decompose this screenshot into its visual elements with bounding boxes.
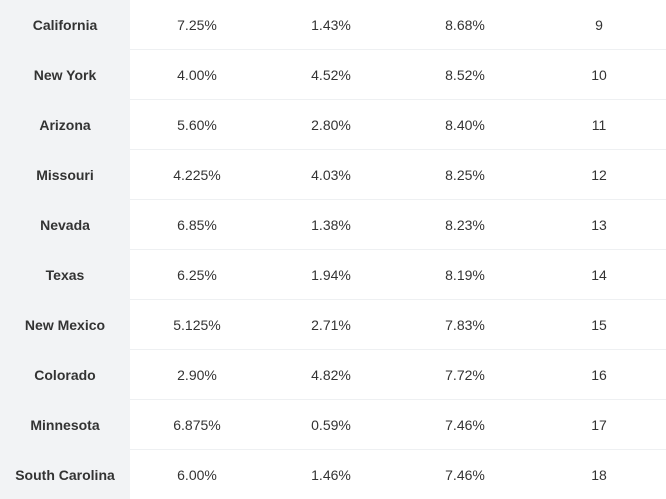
- table-row: New Mexico 5.125% 2.71% 7.83% 15: [0, 300, 666, 350]
- combined-rate-cell: 8.52%: [398, 50, 532, 100]
- state-rate-cell: 6.85%: [130, 200, 264, 250]
- rank-cell: 14: [532, 250, 666, 300]
- combined-rate-cell: 8.23%: [398, 200, 532, 250]
- rank-cell: 9: [532, 0, 666, 50]
- combined-rate-cell: 7.46%: [398, 400, 532, 450]
- state-rate-cell: 6.00%: [130, 450, 264, 499]
- combined-rate-cell: 8.19%: [398, 250, 532, 300]
- state-name-cell: South Carolina: [0, 450, 130, 499]
- rank-cell: 13: [532, 200, 666, 250]
- state-name-cell: California: [0, 0, 130, 50]
- avg-local-rate-cell: 1.43%: [264, 0, 398, 50]
- rank-cell: 18: [532, 450, 666, 499]
- avg-local-rate-cell: 1.46%: [264, 450, 398, 499]
- table-row: Nevada 6.85% 1.38% 8.23% 13: [0, 200, 666, 250]
- avg-local-rate-cell: 4.52%: [264, 50, 398, 100]
- table-row: Colorado 2.90% 4.82% 7.72% 16: [0, 350, 666, 400]
- avg-local-rate-cell: 1.38%: [264, 200, 398, 250]
- combined-rate-cell: 8.25%: [398, 150, 532, 200]
- state-rate-cell: 4.00%: [130, 50, 264, 100]
- state-name-cell: New Mexico: [0, 300, 130, 350]
- table-row: New York 4.00% 4.52% 8.52% 10: [0, 50, 666, 100]
- state-rate-cell: 6.875%: [130, 400, 264, 450]
- combined-rate-cell: 8.40%: [398, 100, 532, 150]
- table-row: Arizona 5.60% 2.80% 8.40% 11: [0, 100, 666, 150]
- rank-cell: 12: [532, 150, 666, 200]
- combined-rate-cell: 7.83%: [398, 300, 532, 350]
- table-row: Minnesota 6.875% 0.59% 7.46% 17: [0, 400, 666, 450]
- combined-rate-cell: 7.72%: [398, 350, 532, 400]
- rank-cell: 11: [532, 100, 666, 150]
- avg-local-rate-cell: 2.71%: [264, 300, 398, 350]
- state-rate-cell: 2.90%: [130, 350, 264, 400]
- rank-cell: 16: [532, 350, 666, 400]
- state-name-cell: New York: [0, 50, 130, 100]
- combined-rate-cell: 7.46%: [398, 450, 532, 499]
- state-rate-cell: 5.125%: [130, 300, 264, 350]
- state-rate-cell: 6.25%: [130, 250, 264, 300]
- table-row: South Carolina 6.00% 1.46% 7.46% 18: [0, 450, 666, 499]
- avg-local-rate-cell: 2.80%: [264, 100, 398, 150]
- state-rate-cell: 5.60%: [130, 100, 264, 150]
- state-name-cell: Missouri: [0, 150, 130, 200]
- table-row: California 7.25% 1.43% 8.68% 9: [0, 0, 666, 50]
- state-name-cell: Arizona: [0, 100, 130, 150]
- rank-cell: 10: [532, 50, 666, 100]
- combined-rate-cell: 8.68%: [398, 0, 532, 50]
- state-rate-cell: 4.225%: [130, 150, 264, 200]
- rank-cell: 17: [532, 400, 666, 450]
- table-row: Missouri 4.225% 4.03% 8.25% 12: [0, 150, 666, 200]
- avg-local-rate-cell: 1.94%: [264, 250, 398, 300]
- state-rate-cell: 7.25%: [130, 0, 264, 50]
- state-name-cell: Minnesota: [0, 400, 130, 450]
- state-name-cell: Colorado: [0, 350, 130, 400]
- rank-cell: 15: [532, 300, 666, 350]
- avg-local-rate-cell: 4.03%: [264, 150, 398, 200]
- state-name-cell: Texas: [0, 250, 130, 300]
- avg-local-rate-cell: 0.59%: [264, 400, 398, 450]
- state-name-cell: Nevada: [0, 200, 130, 250]
- avg-local-rate-cell: 4.82%: [264, 350, 398, 400]
- table-row: Texas 6.25% 1.94% 8.19% 14: [0, 250, 666, 300]
